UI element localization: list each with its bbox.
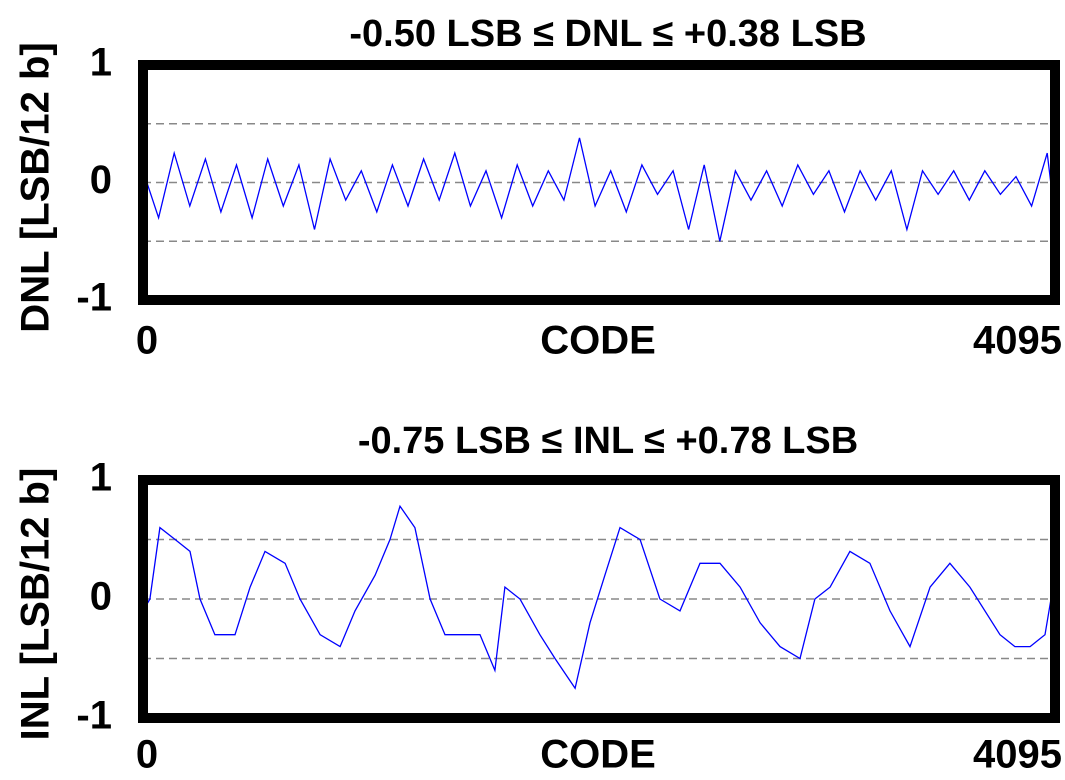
y-tick-label: 0 xyxy=(90,158,112,202)
chart-title: -0.75 LSB ≤ INL ≤ +0.78 LSB xyxy=(358,420,858,462)
x-axis-label: CODE xyxy=(540,319,656,363)
data-line xyxy=(142,504,1056,690)
x-axis-label: CODE xyxy=(540,733,656,777)
y-tick-label: -1 xyxy=(76,694,112,738)
data-line xyxy=(142,137,1056,242)
y-tick-label: 1 xyxy=(90,456,112,500)
y-tick-label: 0 xyxy=(90,575,112,619)
y-tick-label: 1 xyxy=(90,41,112,85)
y-axis-label: DNL [LSB/12 b] xyxy=(14,42,58,332)
x-tick-label: 4095 xyxy=(973,319,1062,363)
chart-title: -0.50 LSB ≤ DNL ≤ +0.38 LSB xyxy=(349,13,866,55)
plot-frame xyxy=(138,60,1060,305)
x-tick-label: 4095 xyxy=(973,733,1062,777)
y-tick-label: -1 xyxy=(76,276,112,320)
plot-frame xyxy=(138,475,1060,723)
y-axis-label: INL [LSB/12 b] xyxy=(14,468,58,741)
x-tick-label: 0 xyxy=(136,319,158,363)
x-tick-label: 0 xyxy=(136,733,158,777)
